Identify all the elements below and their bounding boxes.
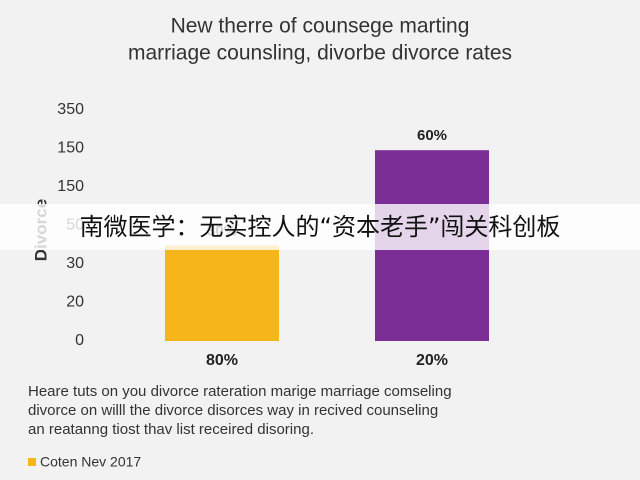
y-tick-label: 30 [66,255,84,272]
y-tick-label: 350 [57,101,84,118]
chart-title: New therre of counsege marting [171,15,470,38]
x-tick-label: 20% [416,352,448,369]
chart-title: marriage counsling, divorbe divorce rate… [128,42,512,65]
y-tick-label: 20 [66,294,84,311]
banner-text: 南微医学：无实控人的“资本老手”闯关科创板 [80,213,561,241]
plot: 350150150503020030%80%60%20% [57,101,489,369]
y-tick-label: 150 [57,140,84,157]
y-tick-label: 150 [57,178,84,195]
legend-swatch [28,458,36,466]
banner [0,204,640,250]
legend-label: Coten Nev 2017 [40,454,141,470]
caption: an reatanng tiost thav list receired dis… [28,421,314,438]
caption: Heare tuts on you divorce rateration mar… [28,383,452,400]
bar [165,245,279,341]
value-label: 60% [417,127,447,144]
x-tick-label: 80% [206,352,238,369]
caption: divorce on willl the divorce disorces wa… [28,402,438,419]
y-tick-label: 0 [75,332,84,349]
